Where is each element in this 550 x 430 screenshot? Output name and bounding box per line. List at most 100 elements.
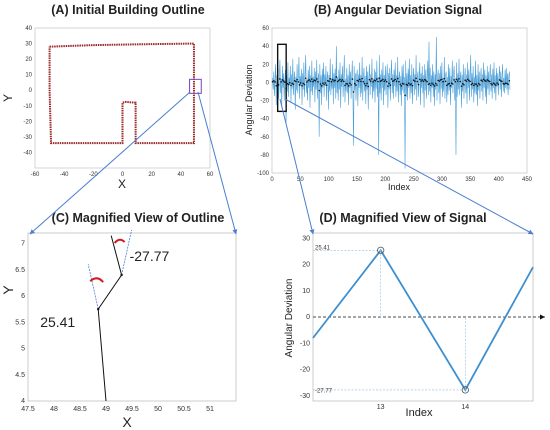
panel-a-xtick: -20 [89, 172, 98, 178]
signal-mean-point [301, 84, 303, 87]
signal-mean-point [290, 84, 292, 87]
panel-b-ytick: 0 [266, 80, 270, 86]
signal-mean-point [459, 80, 462, 83]
signal-mean-point [330, 80, 333, 83]
signal-mean-point [412, 79, 415, 81]
signal-mean-point [322, 82, 324, 84]
panel-b-xtick: 50 [297, 177, 304, 183]
signal-mean-point [468, 79, 470, 82]
panel-b-xtick: 100 [324, 177, 335, 183]
signal-mean-point [418, 78, 421, 81]
signal-mean-point [389, 84, 392, 86]
signal-mean-point [368, 78, 371, 81]
signal-mean-point [407, 82, 410, 84]
signal-mean-point [340, 80, 343, 82]
signal-mean-point [411, 84, 414, 87]
signal-mean-point [286, 82, 289, 85]
signal-mean-point [353, 82, 356, 85]
panel-a-xtick: 60 [207, 172, 214, 178]
signal-mean-point [383, 80, 386, 83]
signal-mean-point [274, 81, 276, 83]
signal-mean-point [344, 84, 346, 87]
signal-mean-point [445, 84, 448, 87]
signal-mean-point [493, 83, 496, 85]
signal-mean-point [363, 82, 366, 85]
panel-c-ytick: 5 [21, 346, 25, 353]
signal-mean-point [461, 82, 464, 85]
panel-c-ytick: 6 [21, 293, 25, 300]
signal-mean-point [379, 80, 382, 82]
signal-mean-point [313, 79, 316, 81]
signal-mean-point [326, 79, 329, 82]
annotation-neg-27-77: -27.77 [130, 248, 170, 264]
signal-mean-point [376, 78, 378, 80]
signal-mean-point [405, 83, 408, 86]
signal-mean-point [374, 79, 377, 82]
signal-mean-point [345, 82, 347, 85]
signal-mean-point [448, 82, 451, 85]
panel-a-ytick: 20 [25, 57, 32, 63]
signal-series-line [272, 37, 511, 169]
signal-mean-point [395, 80, 398, 83]
panel-b-frame [271, 27, 528, 174]
signal-mean-point [387, 85, 389, 87]
panel-c-xtick: 50.5 [177, 406, 191, 413]
signal-mean-point [475, 83, 478, 86]
signal-mean-point [410, 83, 413, 85]
signal-mean-point [503, 83, 506, 85]
panel-b-ytick: -40 [260, 117, 269, 123]
signal-mean-point [309, 80, 312, 83]
direction-extension-line [87, 264, 99, 310]
signal-mean-point [275, 84, 278, 87]
signal-mean-point [485, 80, 487, 83]
signal-mean-point [333, 80, 335, 82]
panel-b-ytick: -80 [260, 153, 269, 159]
signal-mean-point [388, 82, 390, 85]
panel-c-frame [27, 232, 237, 402]
signal-mean-point [400, 85, 403, 87]
panel-d-ytick: -30 [300, 393, 310, 400]
signal-mean-point [455, 78, 458, 81]
signal-mean-point [487, 79, 490, 82]
signal-mean-point [507, 83, 509, 86]
signal-mean-point [349, 82, 351, 84]
signal-mean-point [476, 85, 479, 87]
panel-a-title: (A) Initial Building Outline [51, 3, 205, 17]
signal-mean-point [417, 83, 420, 86]
signal-mean-point [406, 84, 409, 86]
marker-circle [461, 386, 469, 394]
signal-mean-point [439, 79, 442, 81]
signal-mean-point [338, 79, 340, 82]
signal-mean-point [496, 82, 498, 84]
signal-mean-point [479, 84, 481, 86]
signal-mean-point [287, 83, 290, 86]
signal-mean-point [420, 80, 422, 82]
signal-mean-point [336, 80, 339, 83]
signal-mean-point [323, 83, 325, 86]
marker-value-label: 25.41 [315, 245, 331, 251]
zoom-connectors [29, 91, 534, 235]
signal-mean-point [272, 79, 275, 82]
signal-mean-point [499, 79, 502, 82]
signal-mean-point [401, 82, 404, 85]
signal-mean-point [366, 82, 368, 85]
signal-mean-point [442, 80, 444, 83]
signal-mean-point [433, 85, 436, 87]
signal-mean-point [404, 94, 406, 97]
panel-d-ytick: -10 [300, 340, 310, 347]
panel-d-ytick: 20 [302, 262, 310, 269]
signal-mean-point [438, 80, 441, 82]
panel-b-ylabel: Angular Deviation [244, 64, 254, 135]
signal-mean-point [447, 83, 449, 86]
signal-mean-point [297, 81, 300, 83]
signal-mean-point [306, 81, 308, 83]
signal-mean-point [292, 83, 295, 86]
panel-b-plot: 0 50 100 150 200 250 300 350 400 450-100-80-60-40… [244, 26, 533, 192]
signal-mean-point [471, 82, 474, 85]
panel-a-frame [34, 27, 211, 169]
signal-mean-point [454, 80, 457, 83]
signal-mean-point [378, 77, 381, 80]
panel-c-title: (C) Magnified View of Outline [52, 211, 225, 225]
panel-b-xtick: 400 [494, 177, 505, 183]
